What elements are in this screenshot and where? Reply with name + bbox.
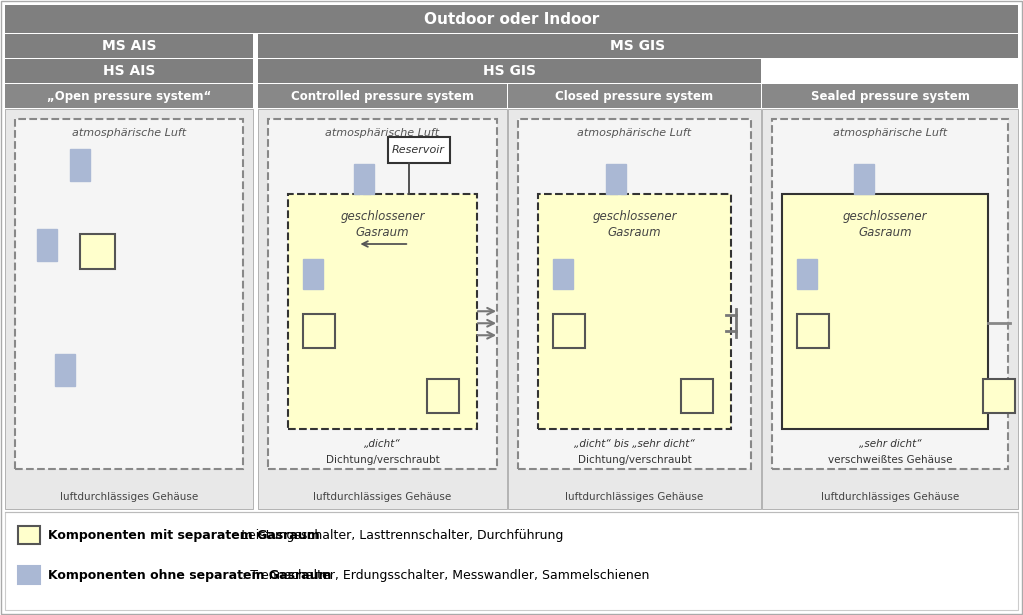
Bar bbox=[354, 164, 374, 194]
Bar bbox=[55, 354, 75, 386]
Bar bbox=[258, 84, 507, 108]
Text: atmosphärische Luft: atmosphärische Luft bbox=[577, 128, 692, 138]
Text: Dichtung/verschraubt: Dichtung/verschraubt bbox=[578, 455, 692, 465]
Bar bbox=[15, 119, 243, 469]
Text: MS AIS: MS AIS bbox=[101, 39, 157, 53]
Text: : Leistungsschalter, Lasttrennschalter, Durchführung: : Leistungsschalter, Lasttrennschalter, … bbox=[233, 528, 564, 541]
Text: luftdurchlässiges Gehäuse: luftdurchlässiges Gehäuse bbox=[60, 492, 198, 502]
Text: „Open pressure system“: „Open pressure system“ bbox=[47, 90, 211, 103]
Bar bbox=[80, 234, 115, 269]
Text: Komponenten ohne separatem Gasraum: Komponenten ohne separatem Gasraum bbox=[48, 568, 331, 582]
Text: Komponenten mit separatem Gasraum: Komponenten mit separatem Gasraum bbox=[48, 528, 320, 541]
Bar bbox=[782, 194, 988, 429]
Bar bbox=[303, 314, 335, 348]
Bar bbox=[681, 379, 713, 413]
Text: Gasraum: Gasraum bbox=[356, 226, 409, 239]
Bar bbox=[983, 379, 1015, 413]
Bar bbox=[18, 526, 40, 544]
Bar bbox=[508, 109, 761, 509]
Bar bbox=[508, 84, 761, 108]
Text: Sealed pressure system: Sealed pressure system bbox=[810, 90, 970, 103]
Bar bbox=[5, 84, 253, 108]
Text: Gasraum: Gasraum bbox=[858, 226, 911, 239]
Bar bbox=[18, 566, 40, 584]
Bar bbox=[854, 164, 874, 194]
Text: „dicht“: „dicht“ bbox=[364, 439, 401, 449]
Bar bbox=[303, 259, 323, 289]
Text: Outdoor oder Indoor: Outdoor oder Indoor bbox=[424, 12, 599, 26]
Bar bbox=[518, 119, 751, 469]
Bar bbox=[797, 314, 829, 348]
Text: luftdurchlässiges Gehäuse: luftdurchlässiges Gehäuse bbox=[566, 492, 704, 502]
Text: Reservoir: Reservoir bbox=[392, 145, 445, 155]
Bar bbox=[5, 5, 1018, 33]
Text: „sehr dicht“: „sehr dicht“ bbox=[858, 439, 922, 449]
Bar bbox=[258, 34, 1018, 58]
Text: luftdurchlässiges Gehäuse: luftdurchlässiges Gehäuse bbox=[820, 492, 960, 502]
Text: Dichtung/verschraubt: Dichtung/verschraubt bbox=[325, 455, 439, 465]
Bar bbox=[427, 379, 459, 413]
Bar bbox=[388, 137, 449, 163]
Bar bbox=[258, 59, 761, 83]
Bar bbox=[5, 109, 253, 509]
Bar bbox=[5, 34, 253, 58]
Bar bbox=[70, 149, 90, 181]
Text: Closed pressure system: Closed pressure system bbox=[555, 90, 714, 103]
Bar bbox=[538, 194, 731, 429]
Bar bbox=[606, 164, 625, 194]
Bar bbox=[762, 84, 1018, 108]
Text: : Trennschalter, Erdungsschalter, Messwandler, Sammelschienen: : Trennschalter, Erdungsschalter, Messwa… bbox=[238, 568, 650, 582]
Text: geschlossener: geschlossener bbox=[592, 210, 677, 223]
Bar bbox=[762, 109, 1018, 509]
Bar bbox=[37, 229, 57, 261]
Bar bbox=[288, 194, 477, 429]
Text: Gasraum: Gasraum bbox=[608, 226, 661, 239]
Text: atmosphärische Luft: atmosphärische Luft bbox=[325, 128, 440, 138]
Text: verschweißtes Gehäuse: verschweißtes Gehäuse bbox=[828, 455, 952, 465]
Text: geschlossener: geschlossener bbox=[843, 210, 927, 223]
Text: HS GIS: HS GIS bbox=[483, 64, 536, 78]
Bar bbox=[553, 314, 585, 348]
Text: HS AIS: HS AIS bbox=[103, 64, 155, 78]
Text: atmosphärische Luft: atmosphärische Luft bbox=[72, 128, 186, 138]
Bar bbox=[5, 512, 1018, 610]
Text: geschlossener: geschlossener bbox=[341, 210, 425, 223]
Text: Controlled pressure system: Controlled pressure system bbox=[291, 90, 474, 103]
Text: „dicht“ bis „sehr dicht“: „dicht“ bis „sehr dicht“ bbox=[574, 439, 695, 449]
Bar bbox=[797, 259, 817, 289]
Text: luftdurchlässiges Gehäuse: luftdurchlässiges Gehäuse bbox=[313, 492, 451, 502]
Text: MS GIS: MS GIS bbox=[611, 39, 666, 53]
Bar bbox=[268, 119, 497, 469]
Bar bbox=[5, 59, 253, 83]
Bar bbox=[553, 259, 573, 289]
Bar bbox=[258, 109, 507, 509]
Text: atmosphärische Luft: atmosphärische Luft bbox=[833, 128, 947, 138]
Bar bbox=[772, 119, 1008, 469]
